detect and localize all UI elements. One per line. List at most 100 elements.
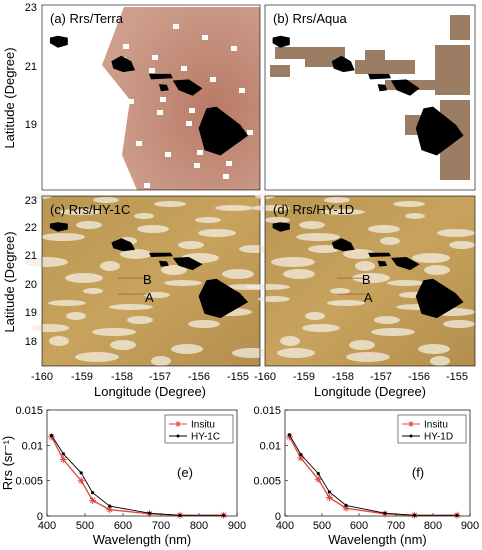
series-hy-1c bbox=[49, 433, 226, 517]
cloud-gap bbox=[149, 68, 155, 73]
cloud-streak bbox=[380, 237, 400, 245]
cloud-streak bbox=[65, 273, 103, 283]
cloud-gap bbox=[112, 15, 118, 20]
cloud-streak bbox=[430, 356, 450, 366]
x-tick-label: 400 bbox=[38, 520, 56, 532]
lon-tick-left: -157 bbox=[149, 371, 171, 383]
cloud-streak bbox=[283, 269, 315, 279]
cloud-gap bbox=[194, 163, 200, 168]
cloud-gap bbox=[239, 88, 245, 93]
marker-b-label: B bbox=[362, 272, 371, 287]
series-hy-1d bbox=[287, 433, 459, 517]
lon-tick-right: -160 bbox=[254, 371, 276, 383]
cloud-streak bbox=[387, 280, 425, 286]
island-shape-1 bbox=[49, 35, 68, 48]
cloud-streak bbox=[346, 352, 390, 362]
cloud-streak bbox=[305, 312, 325, 320]
legend-label: HY-1D bbox=[424, 432, 453, 443]
marker-a-label: A bbox=[145, 290, 154, 305]
map-frame bbox=[41, 4, 261, 191]
reflectance-patch bbox=[270, 65, 290, 77]
cloud-gap bbox=[210, 77, 216, 82]
lon-axis-label-right: Longitude (Degree) bbox=[314, 384, 426, 399]
chart-panel-label: (e) bbox=[177, 465, 193, 480]
x-tick-label: 400 bbox=[276, 520, 294, 532]
map-panel-label: (c) Rrs/HY-1C bbox=[50, 202, 130, 217]
cloud-streak bbox=[277, 348, 315, 358]
legend-marker bbox=[409, 434, 413, 438]
cloud-gap bbox=[173, 24, 179, 29]
island-shape-4 bbox=[391, 257, 420, 271]
y-tick-label: 0.015 bbox=[253, 405, 281, 417]
reflectance-patch bbox=[365, 50, 385, 60]
cloud-streak bbox=[110, 340, 136, 350]
cloud-gap bbox=[181, 66, 187, 71]
cloud-streak bbox=[349, 340, 375, 350]
map-panel-label: (d) Rrs/HY-1D bbox=[273, 202, 354, 217]
cloud-streak bbox=[252, 205, 290, 211]
cloud-streak bbox=[127, 316, 153, 324]
data-point bbox=[91, 491, 95, 495]
cloud-streak bbox=[48, 300, 86, 306]
cloud-streak bbox=[66, 312, 86, 320]
cloud-streak bbox=[449, 241, 475, 249]
cloud-streak bbox=[246, 284, 290, 290]
bottom-lat-tick: 18 bbox=[25, 336, 37, 348]
cloud-streak bbox=[120, 249, 152, 259]
reflectance-patch bbox=[305, 57, 345, 67]
data-point bbox=[79, 471, 83, 475]
legend-marker bbox=[176, 434, 180, 438]
lon-tick-right: -158 bbox=[332, 371, 354, 383]
spectra-charts: 400 500 600 700 800 900 0 0.005 0.01 0.015 Wavelen… bbox=[0, 405, 479, 547]
cloud-streak bbox=[296, 233, 340, 241]
cloud-gap bbox=[189, 108, 195, 113]
cloud-gap bbox=[202, 35, 208, 40]
data-point bbox=[89, 496, 97, 504]
cloud-gap bbox=[226, 161, 232, 166]
reflectance-patch bbox=[435, 45, 470, 95]
cloud-streak bbox=[161, 265, 187, 275]
lon-tick-right: -159 bbox=[293, 371, 315, 383]
cloud-streak bbox=[355, 261, 375, 271]
cloud-gap bbox=[115, 172, 121, 177]
cloud-streak bbox=[327, 300, 365, 306]
bottom-lat-axis-label: Latitude (Degree) bbox=[2, 231, 17, 332]
bottom-lat-tick: 22 bbox=[25, 222, 37, 234]
lon-tick-left: -155 bbox=[227, 371, 249, 383]
map-frame bbox=[41, 195, 261, 367]
cloud-gap bbox=[160, 97, 166, 102]
legend-box bbox=[397, 414, 467, 444]
island-shape-5 bbox=[158, 84, 169, 92]
chart-panel-label: (f) bbox=[412, 465, 424, 480]
cloud-streak bbox=[137, 225, 169, 233]
cloud-streak bbox=[352, 273, 390, 283]
cloud-streak bbox=[271, 257, 315, 267]
reflectance-patch bbox=[450, 15, 470, 40]
cloud-streak bbox=[76, 221, 102, 229]
island-shape-5 bbox=[377, 84, 388, 92]
island-shape-3 bbox=[149, 252, 173, 257]
x-tick-label: 600 bbox=[350, 520, 368, 532]
lon-tick-right: -156 bbox=[408, 371, 430, 383]
cloud-streak bbox=[371, 328, 415, 336]
data-point bbox=[178, 513, 182, 517]
cloud-streak bbox=[299, 221, 325, 229]
cloud-streak bbox=[92, 328, 136, 336]
spectrum-chart-e: 400 500 600 700 800 900 0 0.005 0.01 0.015 Wavelen… bbox=[0, 405, 246, 547]
y-tick-label: 0 bbox=[275, 511, 281, 523]
cloud-streak bbox=[49, 336, 69, 346]
island-shape-5 bbox=[158, 260, 169, 267]
map-panel-b: (b) Rrs/Aqua bbox=[264, 4, 476, 191]
bottom-lat-tick: 21 bbox=[25, 250, 37, 262]
cloud-streak bbox=[93, 197, 119, 203]
island-shape-5 bbox=[377, 260, 388, 267]
island-shape-6 bbox=[415, 106, 464, 156]
cloud-streak bbox=[280, 336, 300, 346]
data-point bbox=[314, 475, 322, 483]
y-tick-label: 0.005 bbox=[253, 476, 281, 488]
cloud-streak bbox=[308, 245, 340, 253]
y-tick-label: 0.015 bbox=[15, 405, 43, 417]
cloud-streak bbox=[222, 269, 254, 279]
